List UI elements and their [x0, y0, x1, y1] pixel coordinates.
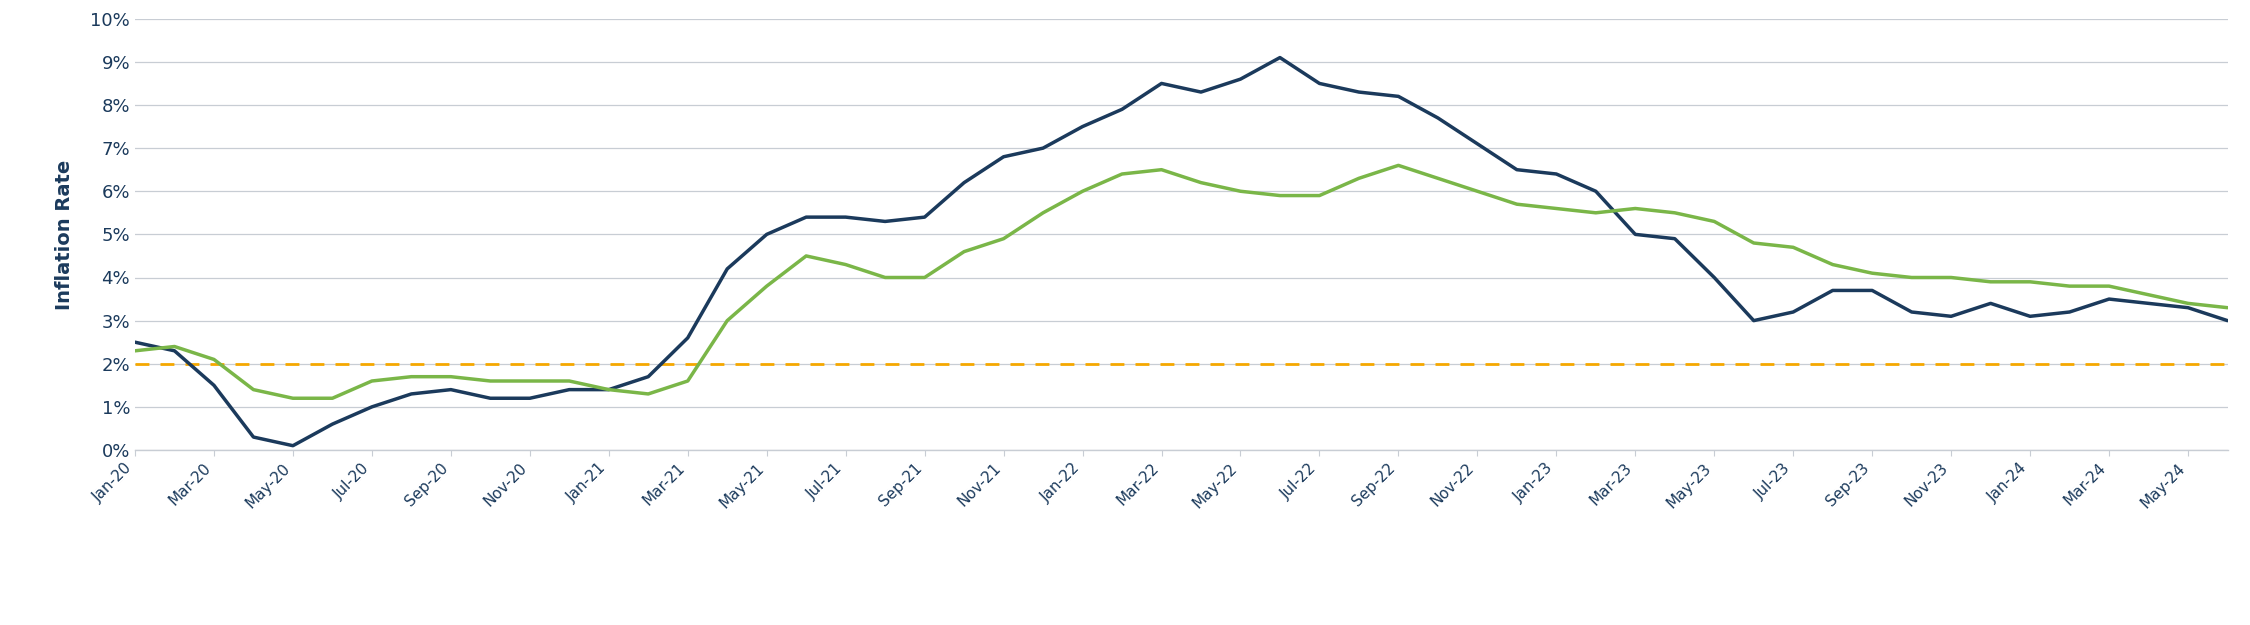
Y-axis label: Inflation Rate: Inflation Rate [54, 159, 74, 309]
